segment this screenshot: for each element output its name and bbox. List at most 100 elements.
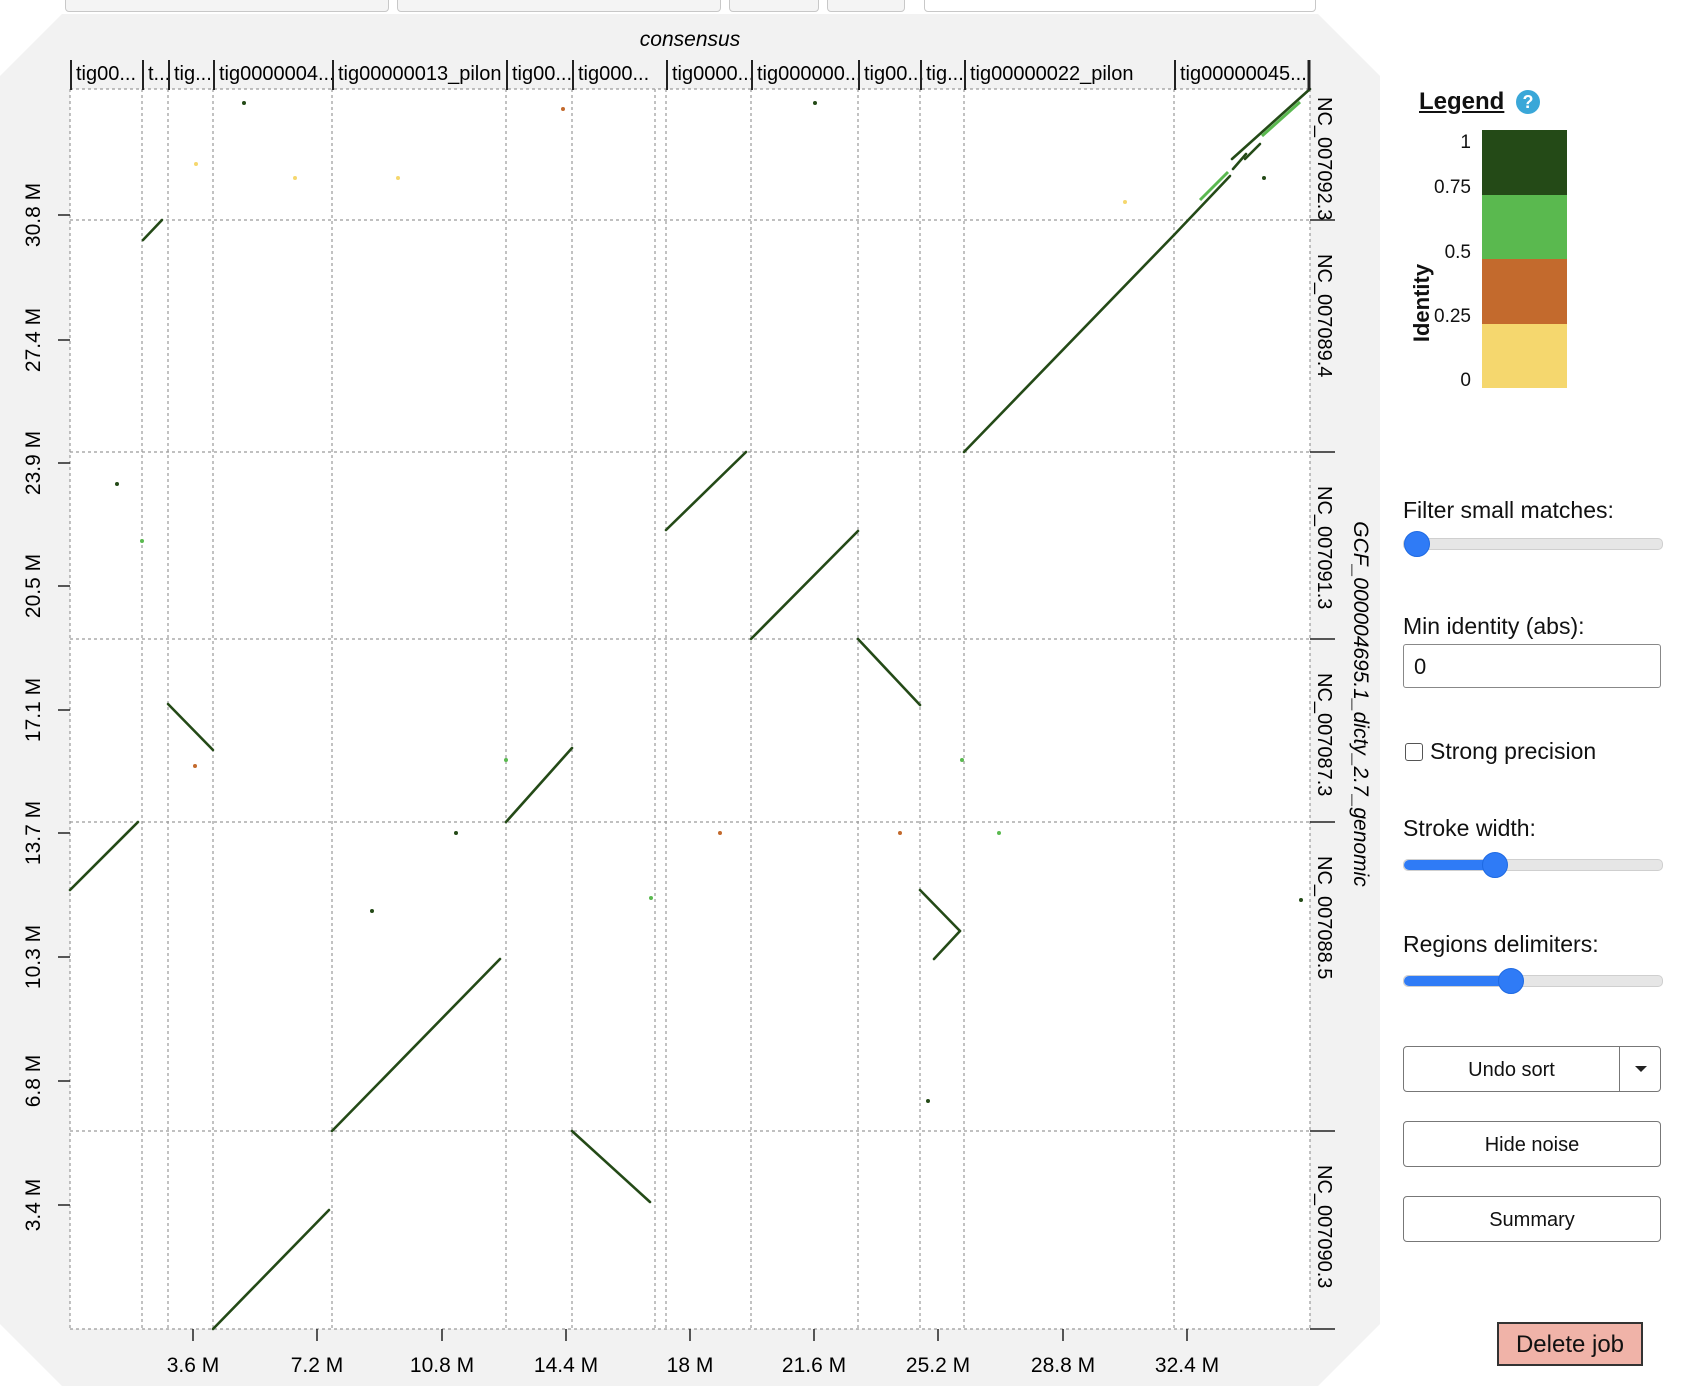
undo-sort-label: Undo sort [1468, 1059, 1555, 1081]
noise-dot [997, 831, 1001, 835]
toolbar-select-1[interactable] [65, 0, 389, 12]
y-tick-label: 20.5 M [22, 554, 45, 618]
toolbar-apply-button[interactable] [729, 0, 819, 12]
match-segment [1231, 152, 1248, 171]
sidebar: Legend ? Identity 1 0.75 0.5 0.25 0 Filt… [1395, 80, 1675, 1380]
slider-thumb[interactable] [1404, 531, 1430, 557]
slider-thumb[interactable] [1482, 852, 1508, 878]
summary-button[interactable]: Summary [1403, 1196, 1661, 1242]
legend-color-mid-low [1482, 259, 1567, 324]
match-segment [918, 888, 962, 933]
noise-dot [926, 1099, 930, 1103]
min-identity-label: Min identity (abs): [1403, 613, 1585, 639]
noise-dot [115, 482, 119, 486]
legend-tick: 0.25 [1434, 306, 1471, 327]
match-segment [932, 929, 962, 961]
stroke-width-slider[interactable] [1403, 852, 1663, 878]
y-tick-label: 27.4 M [22, 308, 45, 372]
noise-dot [561, 107, 565, 111]
x-contig-label: tig0000004... [219, 63, 335, 85]
match-segment [141, 218, 164, 242]
y-contig-labels: NC_007092.3 NC_007089.4 NC_007091.3 NC_0070… [1310, 97, 1335, 1330]
y-contig-label: NC_007087.3 [1313, 673, 1335, 796]
match-segment [664, 450, 748, 532]
noise-dot [140, 539, 144, 543]
x-contig-label: tig00000013_pilon [338, 63, 502, 85]
match-segment [1230, 87, 1312, 161]
plot-area [70, 89, 1310, 1329]
hide-noise-button[interactable]: Hide noise [1403, 1121, 1661, 1167]
x-contig-label: t... [148, 63, 170, 85]
y-contig-label: NC_007092.3 [1313, 97, 1335, 220]
dot-plot-panel[interactable]: consensus GCF_000004695.1_dicty_2.7_geno… [0, 14, 1380, 1386]
match-segment [504, 746, 574, 824]
toolbar-search-input[interactable] [924, 0, 1316, 12]
legend-tick: 0.5 [1444, 242, 1471, 263]
y-contig-label: NC_007090.3 [1313, 1165, 1335, 1288]
noise-dot [242, 101, 246, 105]
y-axis-title: GCF_000004695.1_dicty_2.7_genomic [1349, 521, 1372, 887]
y-tick-label: 13.7 M [22, 801, 45, 865]
x-tick-label: 21.6 M [782, 1354, 846, 1377]
strong-precision-label[interactable]: Strong precision [1430, 738, 1597, 764]
slider-thumb[interactable] [1498, 968, 1524, 994]
x-axis-ticks: 3.6 M 7.2 M 10.8 M 14.4 M 18 M 21.6 M 25.2 M 28… [167, 1329, 1219, 1377]
undo-sort-button[interactable]: Undo sort [1403, 1046, 1661, 1092]
slider-fill [1404, 976, 1509, 986]
x-tick-label: 3.6 M [167, 1354, 220, 1377]
match-segment [1172, 174, 1232, 237]
noise-dot [293, 176, 297, 180]
legend-tick: 0.75 [1434, 177, 1471, 198]
x-contig-label: tig00000045... [1180, 63, 1307, 85]
y-contig-label: NC_007091.3 [1313, 486, 1335, 609]
x-tick-label: 10.8 M [410, 1354, 474, 1377]
x-contig-label: tig00000022_pilon [970, 63, 1134, 85]
help-icon[interactable]: ? [1516, 90, 1540, 114]
noise-dot [1299, 898, 1303, 902]
match-segment [856, 637, 922, 707]
filter-small-matches-slider[interactable] [1403, 531, 1663, 557]
noise-dot [1123, 200, 1127, 204]
match-segment [330, 957, 502, 1133]
noise-dot [193, 764, 197, 768]
legend-tick: 1 [1460, 132, 1471, 153]
x-tick-label: 32.4 M [1155, 1354, 1219, 1377]
match-segment [68, 820, 140, 892]
match-segment [166, 702, 215, 752]
regions-delimiters-label: Regions delimiters: [1403, 931, 1599, 957]
identity-axis-label: Identity [1409, 263, 1435, 343]
match-segment-light [1198, 170, 1230, 202]
x-contig-label: tig0000... [672, 63, 754, 85]
dot-plot[interactable]: consensus GCF_000004695.1_dicty_2.7_geno… [0, 14, 1380, 1386]
noise-dot [454, 831, 458, 835]
noise-dot [960, 758, 964, 762]
stroke-width-label: Stroke width: [1403, 815, 1536, 841]
strong-precision-checkbox[interactable] [1405, 743, 1423, 761]
x-tick-label: 28.8 M [1031, 1354, 1095, 1377]
x-contig-label: tig000000... [757, 63, 862, 85]
y-tick-label: 23.9 M [22, 431, 45, 495]
legend-color-low [1482, 324, 1567, 388]
y-tick-label: 6.8 M [22, 1055, 45, 1108]
noise-dot [898, 831, 902, 835]
delete-job-button[interactable]: Delete job [1497, 1322, 1643, 1366]
regions-delimiters-slider[interactable] [1403, 968, 1663, 994]
toolbar-select-2[interactable] [397, 0, 721, 12]
undo-sort-dropdown-toggle[interactable] [1619, 1047, 1662, 1091]
noise-dot [718, 831, 722, 835]
x-contig-label: tig000... [578, 63, 649, 85]
legend-color-high [1482, 130, 1567, 195]
match-segment-light [1260, 100, 1302, 138]
x-contig-label: tig... [926, 63, 964, 85]
x-contig-label: tig00... [512, 63, 572, 85]
min-identity-input[interactable]: 0 [1403, 644, 1661, 688]
legend-title: Legend [1419, 88, 1505, 115]
slider-fill [1404, 860, 1494, 870]
noise-dot [396, 176, 400, 180]
toolbar-reset-button[interactable] [827, 0, 905, 12]
x-axis-title: consensus [640, 28, 741, 51]
y-axis-ticks: 30.8 M 27.4 M 23.9 M 20.5 M 17.1 M 13.7 M 10.3… [22, 183, 70, 1231]
x-tick-label: 14.4 M [534, 1354, 598, 1377]
y-contig-label: NC_007088.5 [1313, 856, 1335, 979]
x-tick-label: 7.2 M [291, 1354, 344, 1377]
